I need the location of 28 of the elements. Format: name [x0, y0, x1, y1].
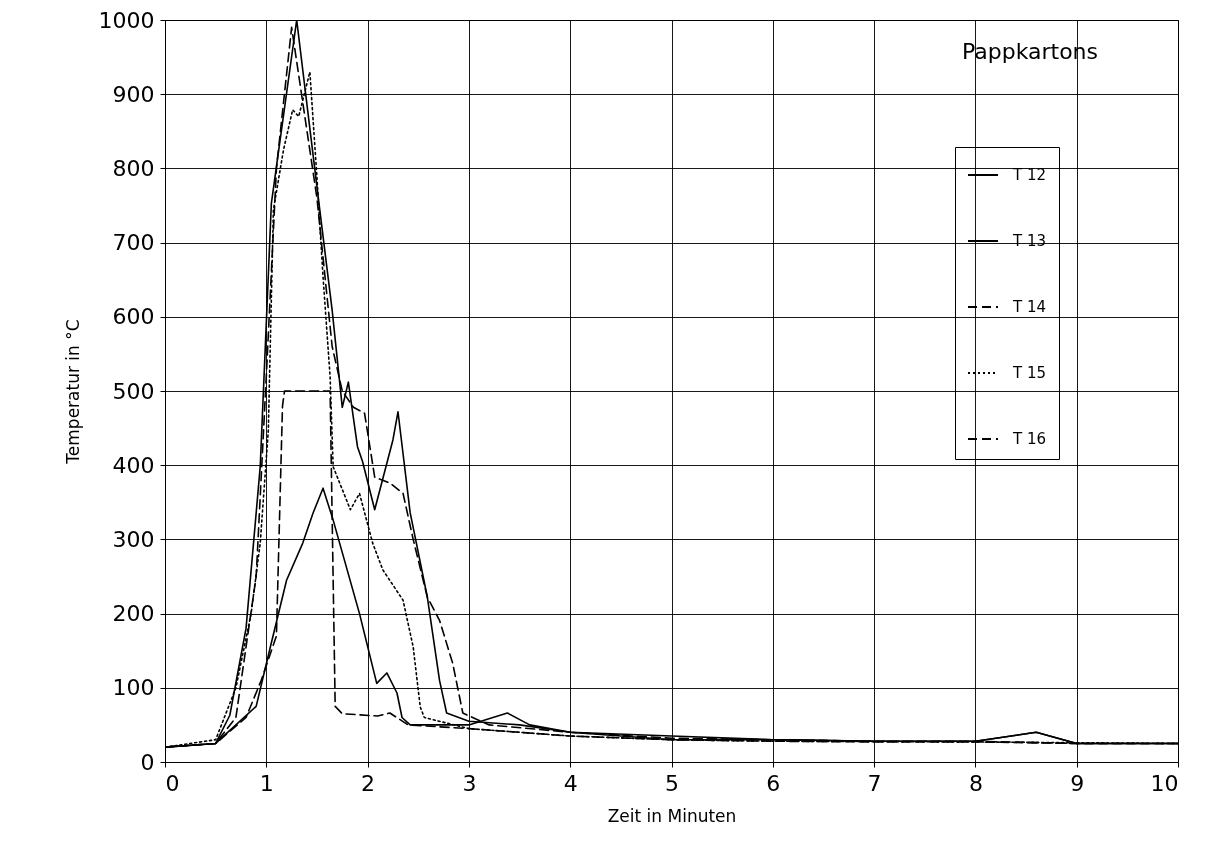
y-tick-label: 800 [112, 155, 155, 181]
y-tick-label: 400 [112, 452, 155, 478]
y-tick-label: 900 [112, 81, 155, 107]
x-axis-title: Zeit in Minuten [607, 805, 737, 826]
y-tick-label: 700 [112, 230, 155, 256]
y-tick-label: 0 [140, 749, 155, 775]
y-tick-label: 100 [112, 675, 155, 701]
legend-label: T 16 [1012, 430, 1047, 448]
legend-label: T 12 [1012, 166, 1047, 184]
legend-label: T 15 [1012, 364, 1047, 382]
legend-label: T 14 [1012, 298, 1047, 316]
x-tick-label: 3 [462, 770, 477, 796]
x-tick-label: 5 [665, 770, 679, 796]
x-tick-label: 10 [1150, 770, 1179, 796]
y-tick-label: 300 [112, 526, 155, 552]
y-tick-label: 600 [112, 304, 155, 330]
y-tick-label: 1000 [98, 7, 155, 33]
y-tick-label: 500 [112, 378, 155, 404]
x-tick-label: 8 [968, 770, 983, 796]
x-tick-label: 2 [361, 770, 376, 796]
x-tick-label: 6 [766, 770, 781, 796]
y-axis-title: Temperatur in °C [62, 319, 83, 465]
x-tick-label: 9 [1070, 770, 1085, 796]
x-tick-label: 4 [563, 770, 578, 796]
x-tick-label: 7 [867, 770, 882, 796]
y-tick-label: 200 [112, 601, 155, 627]
x-tick-label: 1 [259, 770, 274, 796]
x-tick-label: 0 [165, 770, 180, 796]
